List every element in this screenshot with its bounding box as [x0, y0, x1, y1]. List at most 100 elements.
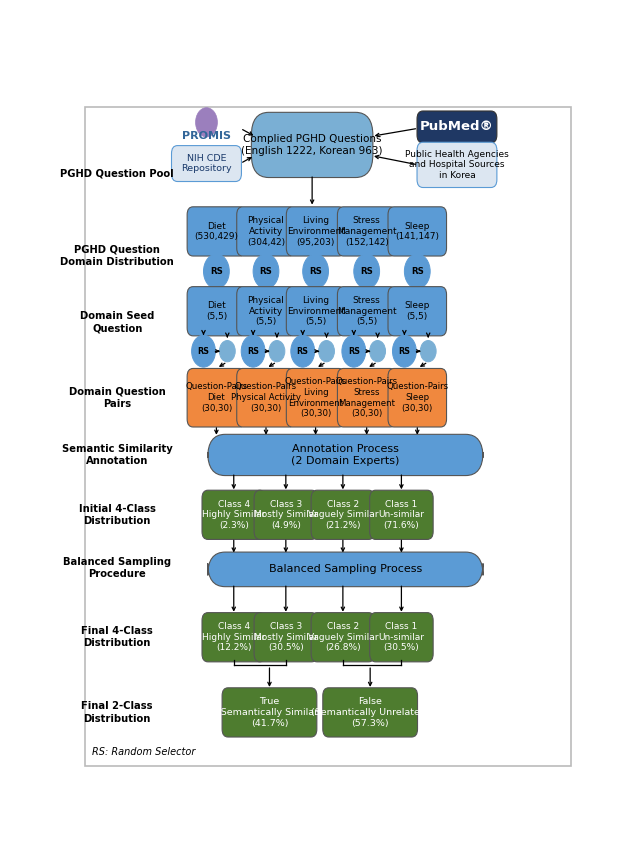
Circle shape [392, 335, 416, 367]
FancyBboxPatch shape [286, 206, 345, 256]
Text: Public Health Agencies
and Hospital Sources
in Korea: Public Health Agencies and Hospital Sour… [405, 149, 509, 180]
Text: Physical
Activity
(304,42): Physical Activity (304,42) [247, 216, 285, 246]
Text: Final 4-Class
Distribution: Final 4-Class Distribution [81, 626, 153, 649]
Text: Stress
Management
(5,5): Stress Management (5,5) [337, 296, 397, 327]
Text: RS: RS [260, 267, 273, 276]
Text: Initial 4-Class
Distribution: Initial 4-Class Distribution [79, 504, 156, 526]
Text: PROMIS: PROMIS [182, 130, 231, 141]
Text: Annotation Process
(2 Domain Experts): Annotation Process (2 Domain Experts) [291, 444, 399, 467]
Text: Balanced Sampling Process: Balanced Sampling Process [269, 564, 422, 575]
FancyBboxPatch shape [388, 206, 447, 256]
Circle shape [370, 340, 385, 362]
Text: Question-Pairs
Living
Environment
(30,30): Question-Pairs Living Environment (30,30… [285, 377, 347, 418]
Text: Final 2-Class
Distribution: Final 2-Class Distribution [81, 702, 153, 724]
Text: RS: RS [398, 346, 410, 356]
FancyBboxPatch shape [254, 613, 317, 662]
Circle shape [191, 335, 216, 367]
Text: Class 3
Mostly Similar
(30.5%): Class 3 Mostly Similar (30.5%) [254, 622, 318, 652]
FancyBboxPatch shape [370, 613, 433, 662]
Text: Class 2
Vaguely Similar
(21.2%): Class 2 Vaguely Similar (21.2%) [308, 499, 378, 530]
Circle shape [204, 254, 229, 289]
Text: Semantic Similarity
Annotation: Semantic Similarity Annotation [62, 444, 173, 467]
FancyBboxPatch shape [237, 206, 295, 256]
Text: Diet
(530,429): Diet (530,429) [195, 221, 239, 241]
Circle shape [269, 340, 285, 362]
Circle shape [241, 335, 265, 367]
Text: PubMed®: PubMed® [420, 120, 494, 133]
FancyBboxPatch shape [208, 552, 483, 587]
Text: Domain Question
Pairs: Domain Question Pairs [69, 386, 166, 409]
Circle shape [354, 254, 380, 289]
Text: PGHD Question
Domain Distribution: PGHD Question Domain Distribution [60, 245, 174, 267]
FancyBboxPatch shape [187, 368, 246, 427]
FancyBboxPatch shape [286, 368, 345, 427]
FancyBboxPatch shape [252, 112, 373, 177]
FancyBboxPatch shape [417, 111, 497, 143]
Text: Class 3
Mostly Similar
(4.9%): Class 3 Mostly Similar (4.9%) [254, 499, 318, 530]
Circle shape [319, 340, 335, 362]
Text: Living
Environment
(95,203): Living Environment (95,203) [287, 216, 344, 246]
Text: RS: RS [360, 267, 373, 276]
Text: Domain Seed
Question: Domain Seed Question [80, 311, 154, 334]
FancyBboxPatch shape [286, 287, 345, 336]
Circle shape [404, 254, 430, 289]
FancyBboxPatch shape [337, 206, 396, 256]
Text: Class 2
Vaguely Similar
(26.8%): Class 2 Vaguely Similar (26.8%) [308, 622, 378, 652]
FancyBboxPatch shape [388, 368, 447, 427]
Text: True
(Semantically Similar)
(41.7%): True (Semantically Similar) (41.7%) [217, 697, 322, 727]
Text: NIH CDE
Repository: NIH CDE Repository [181, 154, 232, 174]
Text: RS: RS [247, 346, 259, 356]
Text: Living
Environment
(5,5): Living Environment (5,5) [287, 296, 344, 327]
Text: RS: RS [411, 267, 424, 276]
FancyBboxPatch shape [370, 490, 433, 539]
Circle shape [303, 254, 328, 289]
FancyBboxPatch shape [85, 107, 571, 766]
Text: Question-Pairs
Diet
(30,30): Question-Pairs Diet (30,30) [186, 383, 248, 413]
FancyBboxPatch shape [172, 146, 241, 181]
FancyBboxPatch shape [254, 490, 317, 539]
Circle shape [291, 335, 315, 367]
Text: Class 1
Un-similar
(30.5%): Class 1 Un-similar (30.5%) [378, 622, 424, 652]
Text: Sleep
(141,147): Sleep (141,147) [396, 221, 439, 241]
Circle shape [342, 335, 365, 367]
Circle shape [220, 340, 236, 362]
FancyBboxPatch shape [311, 613, 374, 662]
Text: RS: RS [297, 346, 308, 356]
Text: RS: RS [348, 346, 360, 356]
Text: False
(Semantically Unrelated)
(57.3%): False (Semantically Unrelated) (57.3%) [311, 697, 429, 727]
Text: Class 4
Highly Similar
(12.2%): Class 4 Highly Similar (12.2%) [202, 622, 266, 652]
Text: Question-Pairs
Stress
Management
(30,30): Question-Pairs Stress Management (30,30) [335, 377, 397, 418]
FancyBboxPatch shape [337, 287, 396, 336]
Text: RS: RS [198, 346, 209, 356]
Text: Complied PGHD Questions
(English 1222, Korean 963): Complied PGHD Questions (English 1222, K… [241, 134, 383, 156]
FancyBboxPatch shape [237, 287, 295, 336]
FancyBboxPatch shape [202, 613, 266, 662]
Text: Stress
Management
(152,142): Stress Management (152,142) [337, 216, 397, 246]
Circle shape [253, 254, 279, 289]
Text: PGHD Question Pool: PGHD Question Pool [60, 168, 174, 179]
FancyBboxPatch shape [187, 287, 246, 336]
Circle shape [420, 340, 436, 362]
Text: RS: RS [309, 267, 322, 276]
FancyBboxPatch shape [323, 688, 417, 737]
Text: RS: Random Selector: RS: Random Selector [92, 747, 196, 757]
Text: Question-Pairs
Physical Activity
(30,30): Question-Pairs Physical Activity (30,30) [231, 383, 301, 413]
FancyBboxPatch shape [311, 490, 374, 539]
Text: Class 4
Highly Similar
(2.3%): Class 4 Highly Similar (2.3%) [202, 499, 266, 530]
FancyBboxPatch shape [208, 435, 483, 475]
Text: Diet
(5,5): Diet (5,5) [206, 302, 227, 321]
FancyBboxPatch shape [337, 368, 396, 427]
Circle shape [196, 108, 218, 137]
FancyBboxPatch shape [202, 490, 266, 539]
Text: Question-Pairs
Sleep
(30,30): Question-Pairs Sleep (30,30) [386, 383, 449, 413]
FancyBboxPatch shape [187, 206, 246, 256]
FancyBboxPatch shape [388, 287, 447, 336]
FancyBboxPatch shape [417, 143, 497, 187]
FancyBboxPatch shape [237, 368, 295, 427]
Text: RS: RS [210, 267, 223, 276]
Text: Physical
Activity
(5,5): Physical Activity (5,5) [248, 296, 284, 327]
Text: Sleep
(5,5): Sleep (5,5) [404, 302, 430, 321]
FancyBboxPatch shape [222, 688, 317, 737]
Text: Balanced Sampling
Procedure: Balanced Sampling Procedure [63, 556, 172, 579]
Text: Class 1
Un-similar
(71.6%): Class 1 Un-similar (71.6%) [378, 499, 424, 530]
